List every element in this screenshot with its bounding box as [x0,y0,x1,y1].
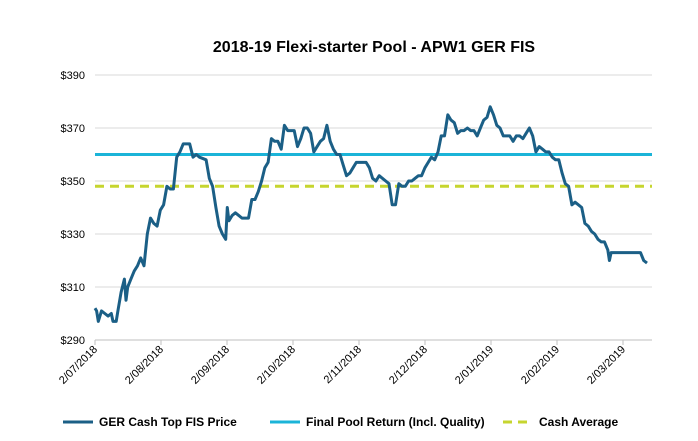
legend: GER Cash Top FIS Price Final Pool Return … [63,415,618,429]
x-tick-label: 2/01/2019 [453,344,496,387]
y-tick-label: $290 [61,335,85,347]
y-tick-label: $370 [61,123,85,135]
x-tick-label: 2/09/2018 [189,344,232,387]
x-tick-label: 2/11/2018 [322,344,365,387]
y-tick-label: $350 [61,176,85,188]
series-line-0 [93,105,648,323]
x-tick-label: 2/12/2018 [387,344,430,387]
grid-lines [95,74,652,341]
chart-title: 2018-19 Flexi-starter Pool - APW1 GER FI… [213,39,536,56]
x-tick-label: 2/10/2018 [255,344,298,387]
y-tick-label: $390 [61,70,85,82]
y-tick-label: $330 [61,229,85,241]
legend-label: Final Pool Return (Incl. Quality) [306,415,485,429]
x-tick-label: 2/08/2018 [123,344,166,387]
series-layer [93,105,652,323]
y-tick-label: $310 [61,282,85,294]
legend-label: GER Cash Top FIS Price [99,415,237,429]
y-axis: $290 $310 $330 $350 $370 $390 [61,70,85,347]
x-tick-label: 2/03/2019 [585,344,628,387]
legend-label: Cash Average [539,415,618,429]
x-tick-label: 2/07/2018 [57,344,100,387]
x-tick-label: 2/02/2019 [519,344,562,387]
x-axis: 2/07/2018 2/08/2018 2/09/2018 2/10/2018 2/11… [57,339,652,387]
